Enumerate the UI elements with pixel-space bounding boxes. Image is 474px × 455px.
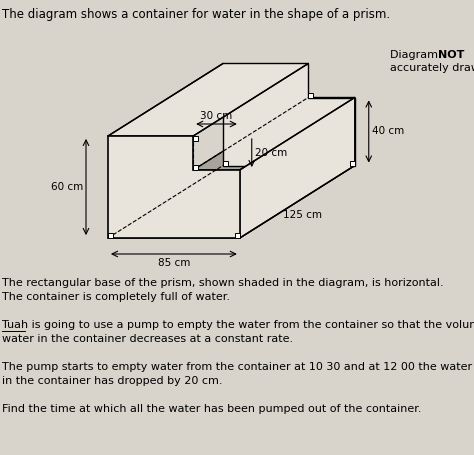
Polygon shape [223,64,355,166]
Text: 30 cm: 30 cm [201,111,233,121]
Polygon shape [108,166,355,238]
Polygon shape [108,64,308,136]
Text: NOT: NOT [438,50,465,60]
Text: 125 cm: 125 cm [283,210,322,220]
Polygon shape [193,165,198,170]
Text: The rectangular base of the prism, shown shaded in the diagram, is horizontal.: The rectangular base of the prism, shown… [2,278,444,288]
Polygon shape [108,136,240,238]
Text: accurately draw: accurately draw [390,63,474,73]
Text: The pump starts to empty water from the container at 10 30 and at 12 00 the wate: The pump starts to empty water from the … [2,362,474,372]
Text: 60 cm: 60 cm [51,182,83,192]
Polygon shape [350,161,355,166]
Text: 85 cm: 85 cm [158,258,190,268]
Text: 20 cm: 20 cm [255,148,287,158]
Text: The diagram shows a container for water in the shape of a prism.: The diagram shows a container for water … [2,8,390,21]
Text: in the container has dropped by 20 cm.: in the container has dropped by 20 cm. [2,376,222,386]
Polygon shape [223,161,228,166]
Text: Tuah is going to use a pump to empty the water from the container so that the vo: Tuah is going to use a pump to empty the… [2,320,474,330]
Text: Diagram: Diagram [390,50,441,60]
Polygon shape [108,233,113,238]
Polygon shape [193,136,198,141]
Polygon shape [193,97,355,170]
Text: 40 cm: 40 cm [372,126,404,136]
Polygon shape [235,233,240,238]
Polygon shape [308,92,313,97]
Text: The container is completely full of water.: The container is completely full of wate… [2,292,230,302]
Polygon shape [240,97,355,238]
Text: Find the time at which all the water has been pumped out of the container.: Find the time at which all the water has… [2,404,421,414]
Text: water in the container decreases at a constant rate.: water in the container decreases at a co… [2,334,293,344]
